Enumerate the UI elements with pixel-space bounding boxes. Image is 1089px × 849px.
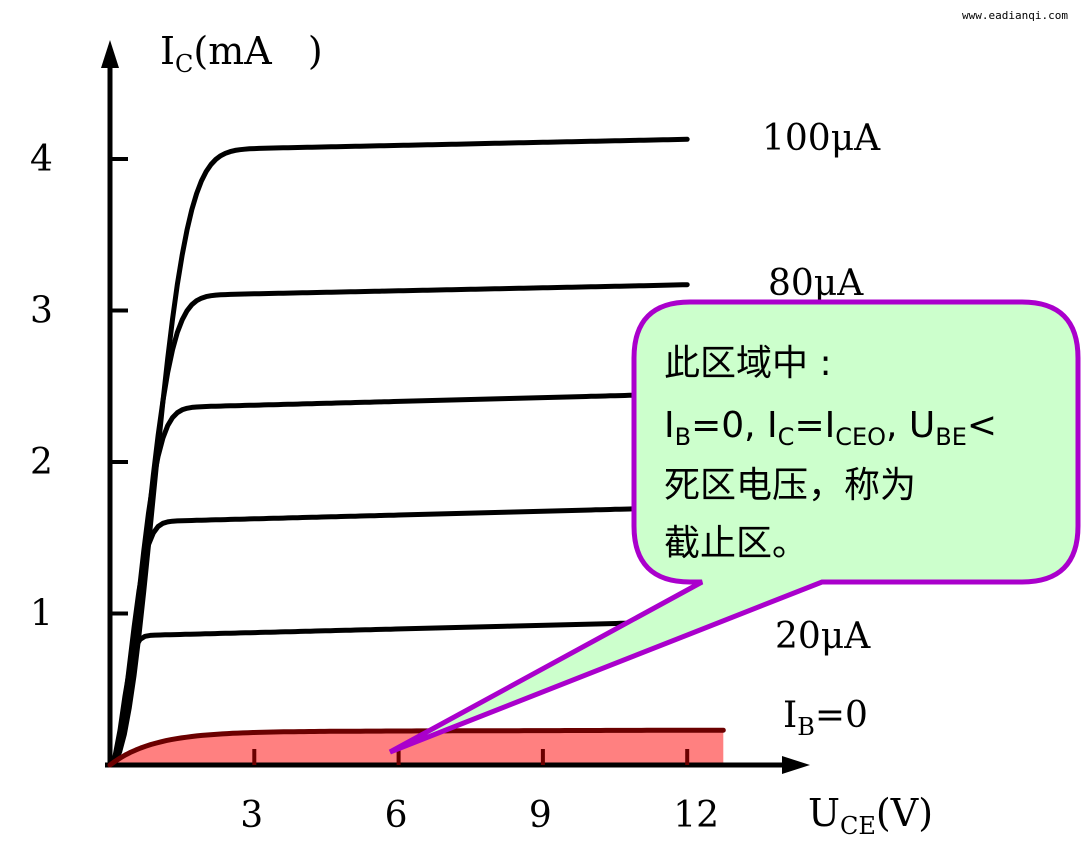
x-axis-title-unit: (V) — [876, 791, 933, 835]
x-tick-label: 3 — [240, 795, 263, 836]
callout-text-part: =I — [794, 405, 835, 446]
x-tick-label: 12 — [673, 795, 719, 836]
series-line — [107, 727, 726, 768]
series-line — [107, 282, 690, 768]
x-axis-title-sub: CE — [840, 812, 876, 840]
callout-text-part: I — [664, 405, 675, 446]
y-axis-title-unit: (mA ) — [193, 29, 322, 73]
y-tick-label: 3 — [30, 291, 53, 332]
x-tick-label: 6 — [385, 795, 408, 836]
series-label-ib0-main: I — [783, 695, 797, 736]
y-tick-label: 1 — [30, 594, 53, 635]
y-axis-title: IC(mA ) — [160, 29, 323, 78]
y-axis-arrow — [101, 40, 119, 68]
x-axis-title-main: U — [808, 791, 840, 835]
series-line — [107, 136, 690, 768]
series-line — [107, 391, 690, 768]
callout-bubble — [388, 299, 1081, 755]
callout-subscript: B — [675, 423, 691, 451]
callout-line-2: IB=0, IC=ICEO, UBE< — [664, 405, 997, 451]
series-label-ib0: IB=0 — [783, 695, 868, 741]
callout-line-1: 此区域中 : — [664, 343, 832, 384]
x-axis-arrow — [782, 756, 810, 774]
x-axis-title: UCE(V) — [808, 791, 933, 840]
callout-line-4: 截止区。 — [664, 523, 808, 564]
y-axis-title-sub: C — [175, 50, 193, 78]
callout-text-part: < — [967, 405, 997, 446]
series-label-ib0-sub: B — [797, 713, 815, 741]
y-axis-title-main: I — [160, 29, 175, 73]
series-label-100ua: 100μA — [762, 118, 881, 159]
series-label-ib0-rest: =0 — [815, 695, 868, 736]
series-line — [107, 504, 690, 768]
callout-subscript: BE — [935, 423, 967, 451]
series-line — [107, 618, 714, 768]
callout-line-3: 死区电压，称为 — [664, 465, 916, 506]
x-tick-label: 9 — [529, 795, 552, 836]
series-label-20ua: 20μA — [775, 616, 871, 657]
y-tick-label: 4 — [30, 139, 53, 180]
callout-text-part: =0, I — [691, 405, 778, 446]
callout-subscript: C — [778, 423, 795, 451]
series-label-80ua: 80μA — [768, 263, 864, 304]
cutoff-region — [110, 730, 724, 765]
callout-subscript: CEO — [835, 423, 886, 451]
callout-text-part: , U — [886, 405, 935, 446]
watermark-text: www.eadianqi.com — [962, 9, 1068, 22]
y-tick-label: 2 — [30, 442, 53, 483]
